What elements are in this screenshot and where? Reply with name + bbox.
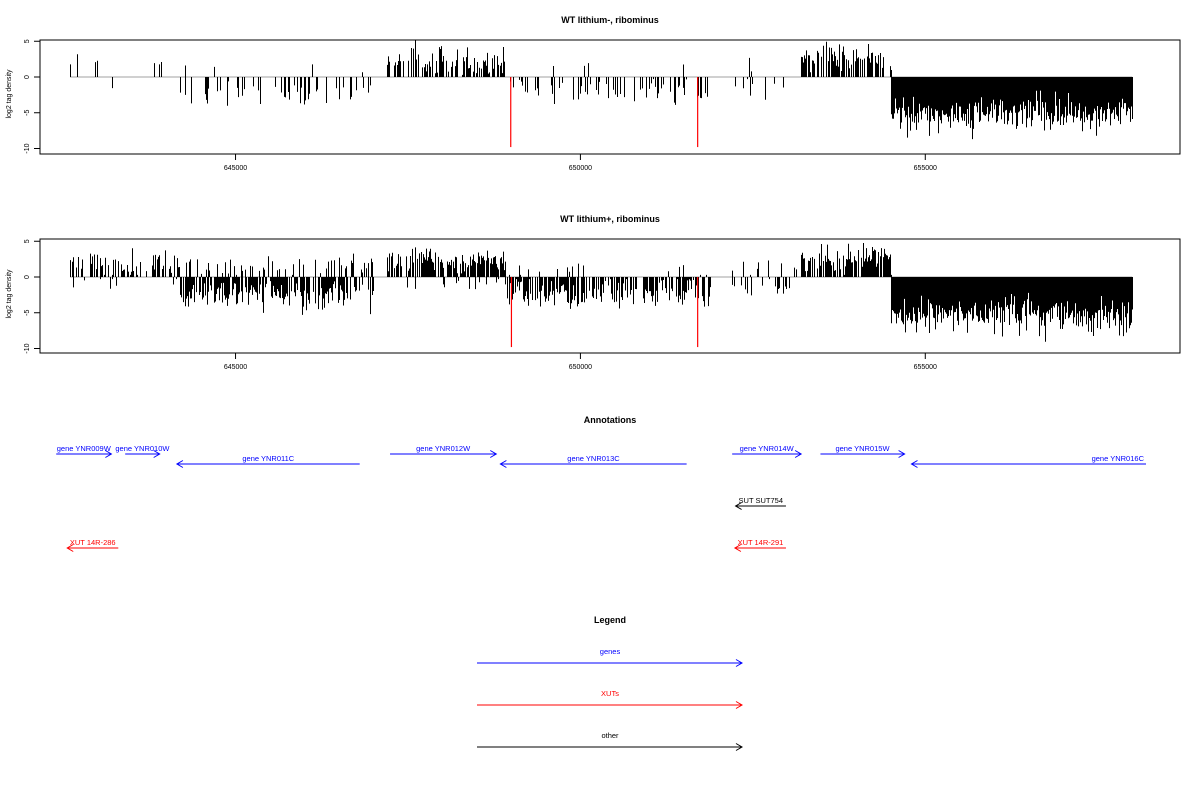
annotation-arrow-gene [175,460,360,468]
y-tick-label: -5 [24,310,31,316]
y-axis-label: log2 tag density [6,69,13,119]
annotation-arrow-other [734,502,786,510]
density-bars [70,242,1133,342]
marker-lines [510,277,699,348]
marker-lines [510,77,699,148]
annotation-label: gene YNR011C [242,454,294,463]
legend-title: Legend [594,615,626,625]
annotation-arrow-gene [56,450,113,458]
annotation-arrow-xut [66,544,119,552]
annotation-label: SUT SUT754 [739,496,783,505]
axes: 5 0 -5 -10 645000 650000 655000 [24,39,937,172]
annotation-label: XUT 14R-286 [70,538,116,547]
y-tick-label: 5 [24,39,31,43]
annotation-label: gene YNR016C [1092,454,1145,463]
legend-items: genes XUTs other [477,647,743,751]
x-tick-label: 655000 [914,165,937,172]
x-tick-label: 655000 [914,364,937,371]
legend-arrow-gene [477,659,743,667]
legend: Legend genes XUTs other [477,615,743,751]
x-tick-label: 645000 [224,364,247,371]
y-tick-label: 0 [24,75,31,79]
annotation-arrow-xut [733,544,786,552]
panel-title: WT lithium-, ribominus [561,15,659,25]
annotations-track: Annotations gene YNR009W gene YNR010Wgene… [56,415,1146,552]
x-tick-label: 650000 [569,364,592,371]
annotation-arrow-gene [732,450,803,458]
density-bars [70,39,1133,140]
y-tick-label: 0 [24,275,31,279]
annotation-arrow-gene [499,460,687,468]
annotation-features: gene YNR009W gene YNR010W gene YNR011C gene… [56,444,1146,552]
x-tick-label: 650000 [569,165,592,172]
annotation-arrow-gene [910,460,1146,468]
annotation-arrow-gene [125,450,161,458]
y-axis-label: log2 tag density [6,269,13,319]
legend-label: XUTs [601,689,619,698]
annotations-title: Annotations [584,415,637,425]
annotation-label: gene YNR014W [740,444,795,453]
annotation-label: gene YNR009W [57,444,112,453]
x-tick-label: 645000 [224,165,247,172]
annotation-label: gene YNR010W [115,444,170,453]
track-panel-lithium-minus: WT lithium-, ribominus log2 tag density … [6,15,1181,172]
annotation-label: gene YNR013C [567,454,620,463]
annotation-label: XUT 14R-291 [738,538,784,547]
legend-label: genes [600,647,621,656]
annotation-arrow-gene [390,450,498,458]
axes: 5 0 -5 -10 645000 650000 655000 [24,239,937,371]
legend-arrow-other [477,743,743,751]
y-tick-label: -10 [24,143,31,153]
y-tick-label: 5 [24,239,31,243]
legend-arrow-xut [477,701,743,709]
annotation-label: gene YNR015W [835,444,890,453]
panel-title: WT lithium+, ribominus [560,214,660,224]
track-panel-lithium-plus: WT lithium+, ribominus log2 tag density … [6,214,1181,371]
annotation-label: gene YNR012W [416,444,471,453]
y-tick-label: -5 [24,110,31,116]
y-tick-label: -10 [24,343,31,353]
annotation-arrow-gene [820,450,906,458]
legend-label: other [601,731,619,740]
